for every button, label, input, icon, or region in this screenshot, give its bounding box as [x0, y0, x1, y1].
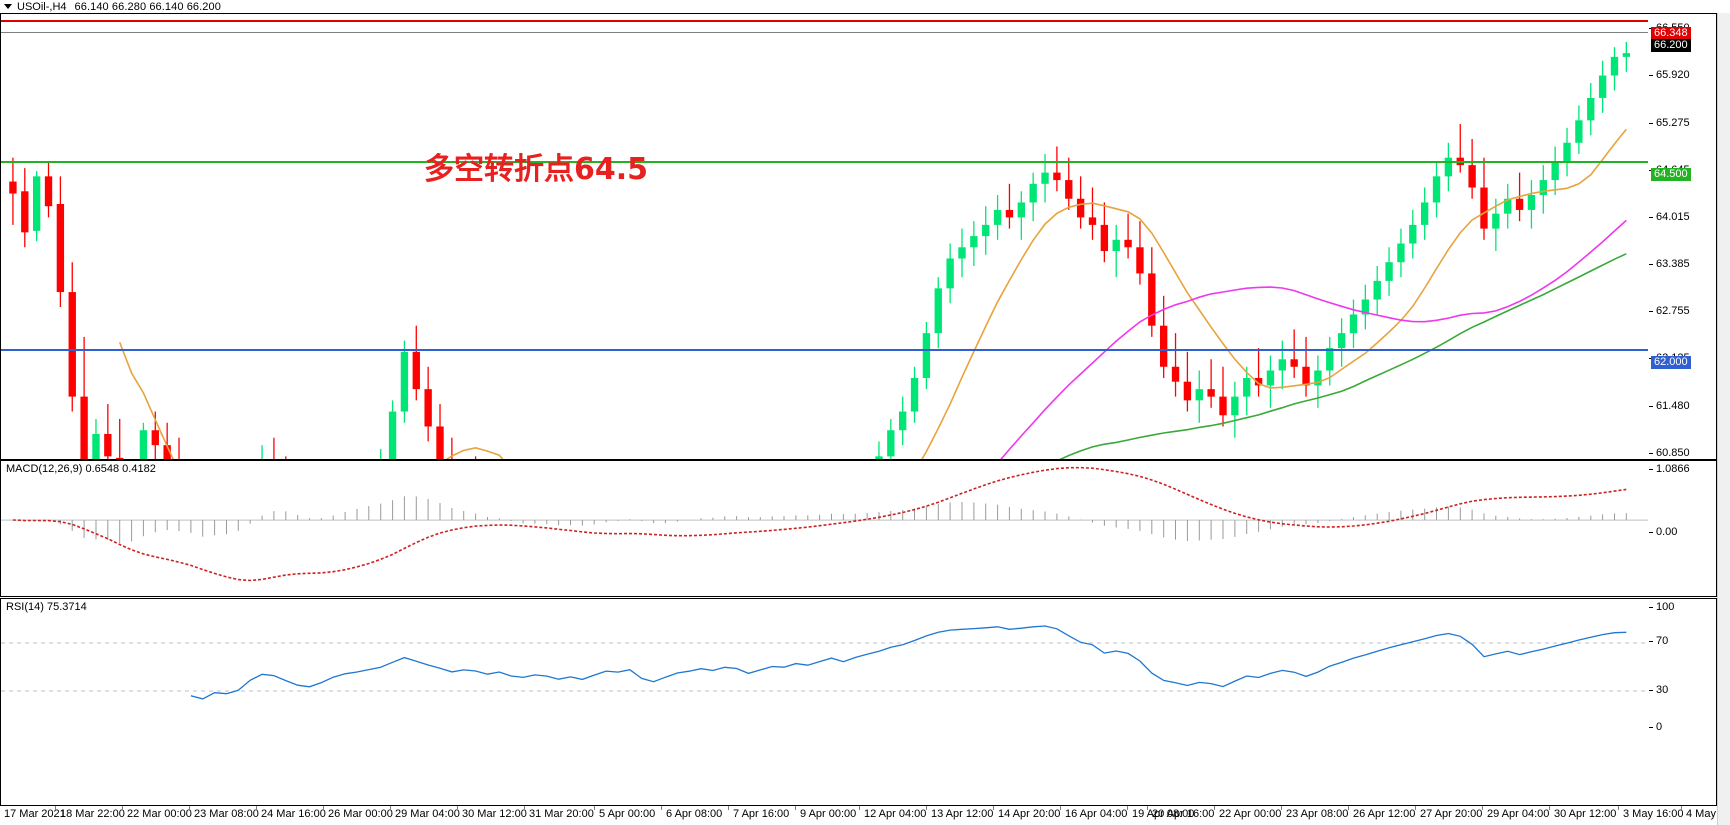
scale-tick: 60.850 [1648, 447, 1690, 459]
time-axis-tick [122, 806, 123, 810]
time-axis-tick [1618, 806, 1619, 810]
time-axis-label: 22 Mar 00:00 [127, 808, 192, 820]
time-axis-label: 20 Apr 16:00 [1152, 808, 1215, 820]
level-line-64-500 [1, 161, 1648, 163]
time-axis-label: 30 Apr 12:00 [1554, 808, 1617, 820]
time-axis-label: 26 Mar 00:00 [328, 808, 393, 820]
rsi-series [1, 625, 1650, 700]
scale-tick: 0 [1648, 721, 1662, 733]
candlestick-series [9, 41, 1631, 459]
rsi-pane[interactable]: RSI(14) 75.3714 100 70 30 0 [0, 598, 1717, 806]
price-tag: 66.200 [1651, 38, 1691, 52]
time-axis-tick [728, 806, 729, 810]
macd-pane[interactable]: MACD(12,26,9) 0.6548 0.4182 1.08660.00-1… [0, 460, 1717, 597]
scale-tick: 64.015 [1648, 211, 1690, 223]
time-axis-tick [1348, 806, 1349, 810]
macd-series [1, 466, 1650, 582]
price-pane[interactable]: 66.55065.92065.27564.64564.01563.38562.7… [0, 13, 1717, 460]
time-axis-tick [1681, 806, 1682, 810]
time-axis-tick [594, 806, 595, 810]
symbol-label: USOil-,H4 [17, 0, 67, 13]
time-axis-label: 14 Apr 20:00 [998, 808, 1061, 820]
time-axis-tick [189, 806, 190, 810]
bid-price-line [1, 32, 1648, 33]
scale-tick: 63.385 [1648, 258, 1690, 270]
price-tag: 62.000 [1651, 355, 1691, 369]
rsi-scale[interactable]: 100 70 30 0 [1648, 599, 1716, 805]
time-axis-label: 7 Apr 16:00 [733, 808, 790, 820]
time-axis-label: 19 Apr 08:00 [1132, 808, 1195, 820]
time-axis-label: 17 Mar 2021 [4, 808, 66, 820]
ask-price-line [1, 20, 1648, 22]
time-axis-tick [859, 806, 860, 810]
scale-tick: 65.920 [1648, 69, 1690, 81]
scale-tick: 30 [1648, 684, 1668, 696]
time-axis-label: 9 Apr 00:00 [800, 808, 857, 820]
time-axis-label: 26 Apr 12:00 [1353, 808, 1416, 820]
level-line-62-000 [1, 349, 1648, 351]
macd-plot-area[interactable] [1, 461, 1716, 596]
price-tag: 66.348 [1651, 26, 1691, 40]
time-axis-label: 5 Apr 00:00 [599, 808, 656, 820]
time-axis-label: 29 Apr 04:00 [1487, 808, 1550, 820]
ohlc-values: 66.140 66.280 66.140 66.200 [74, 0, 221, 13]
time-axis-tick [993, 806, 994, 810]
rsi-label: RSI(14) 75.3714 [6, 601, 87, 613]
time-axis-label: 23 Mar 08:00 [194, 808, 259, 820]
time-axis-tick [1127, 806, 1128, 810]
price-plot-area[interactable] [1, 14, 1716, 459]
time-axis-tick [1281, 806, 1282, 810]
time-axis-label: 23 Apr 08:00 [1286, 808, 1349, 820]
time-axis-tick [1415, 806, 1416, 810]
scale-tick: 61.480 [1648, 400, 1690, 412]
time-axis-label: 30 Mar 12:00 [462, 808, 527, 820]
time-axis-label: 18 Mar 22:00 [60, 808, 125, 820]
time-axis-tick [926, 806, 927, 810]
time-axis-tick [1214, 806, 1215, 810]
time-axis-tick [524, 806, 525, 810]
time-axis-label: 16 Apr 04:00 [1065, 808, 1128, 820]
time-axis[interactable]: 17 Mar 2021 18 Mar 22:00 22 Mar 00:00 23 Ma… [0, 806, 1730, 825]
time-axis-tick [1060, 806, 1061, 810]
time-axis-tick [1549, 806, 1550, 810]
macd-label: MACD(12,26,9) 0.6548 0.4182 [6, 463, 156, 475]
chart-header: USOil-,H4 66.140 66.280 66.140 66.200 [0, 0, 1730, 13]
time-axis-tick [1482, 806, 1483, 810]
price-scale[interactable]: 66.55065.92065.27564.64564.01563.38562.7… [1648, 14, 1716, 459]
time-axis-label: 27 Apr 20:00 [1420, 808, 1483, 820]
time-axis-label: 13 Apr 12:00 [931, 808, 994, 820]
scale-tick: 62.755 [1648, 305, 1690, 317]
scale-tick: 70 [1648, 635, 1668, 647]
time-axis-label: 3 May 16:00 [1623, 808, 1684, 820]
time-axis-tick [256, 806, 257, 810]
price-tag: 64.500 [1651, 167, 1691, 181]
chevron-down-icon[interactable] [4, 4, 12, 9]
time-axis-tick [55, 806, 56, 810]
time-axis-tick [661, 806, 662, 810]
scale-tick: 1.0866 [1648, 463, 1690, 475]
time-axis-label: 29 Mar 04:00 [395, 808, 460, 820]
time-axis-tick [1147, 806, 1148, 810]
time-axis-tick [323, 806, 324, 810]
time-axis-label: 6 Apr 08:00 [666, 808, 723, 820]
chart-annotation-text: 多空转折点64.5 [424, 152, 649, 187]
time-axis-tick [390, 806, 391, 810]
scale-tick: 0.00 [1648, 526, 1677, 538]
time-axis-label: 12 Apr 04:00 [864, 808, 927, 820]
scale-tick: 65.275 [1648, 117, 1690, 129]
time-axis-label: 22 Apr 00:00 [1219, 808, 1282, 820]
time-axis-label: 24 Mar 16:00 [261, 808, 326, 820]
time-axis-tick [795, 806, 796, 810]
rsi-plot-area[interactable] [1, 599, 1716, 805]
time-axis-label: 31 Mar 20:00 [529, 808, 594, 820]
scale-tick: 100 [1648, 601, 1674, 613]
time-axis-tick [457, 806, 458, 810]
vertical-scrollbar[interactable] [1717, 0, 1730, 825]
